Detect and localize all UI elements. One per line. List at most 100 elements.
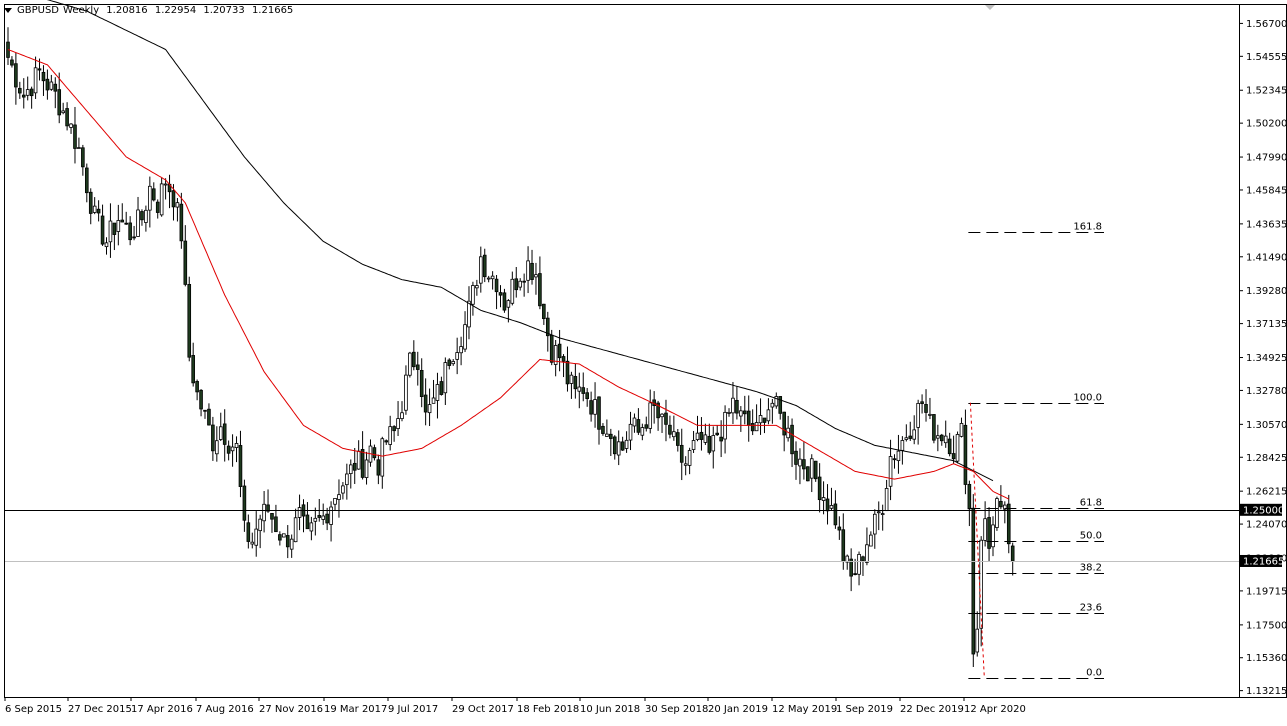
candle-body [108,220,113,243]
candle-body [774,396,779,407]
candle-body [648,402,653,429]
candle-body [151,188,156,201]
y-tick-label: 1.41490 [1246,252,1287,263]
candle-body [880,513,885,515]
x-tick-label: 27 Dec 2015 [68,704,132,715]
candle-body [892,458,897,461]
price-tag-label: 1.21665 [1243,556,1284,567]
candle-body [939,434,944,442]
autoscroll-marker-icon[interactable] [985,5,995,10]
candle-body [278,534,282,541]
horizontal-lines-layer [5,510,1239,562]
candle-body [175,202,180,208]
candle-body [861,556,865,562]
candle-body [565,360,570,385]
candle-body [936,435,940,439]
low-value: 1.20733 [203,5,245,16]
candle-body [707,435,712,453]
candle-body [628,423,633,441]
candle-body [195,381,199,393]
candle-body [37,68,42,71]
candle-body [254,528,259,546]
x-tick-label: 17 Apr 2016 [131,704,193,715]
candle-body [92,205,97,213]
price-tag-label: 1.25000 [1243,505,1284,516]
candle-body [798,458,802,467]
candle-body [281,533,286,538]
candle-body [285,535,290,548]
price-axis: 1.56700 1.54555 1.52345 1.50200 1.47990 1.458… [1239,19,1287,697]
candle-body [636,419,641,433]
fib-trend-line [969,402,985,679]
candle-body [136,209,140,237]
candle-body [1003,504,1007,510]
y-tick-label: 1.43635 [1246,219,1287,230]
y-tick-label: 1.54555 [1246,52,1287,63]
candle-body [908,435,913,439]
candle-body [467,300,471,328]
candle-body [412,351,416,368]
candle-body [833,503,838,526]
candle-body [128,222,132,241]
candle-body [585,392,589,400]
timeframe-label: Weekly [63,5,100,16]
x-tick-label: 1 Sep 2019 [836,704,893,715]
candle-body [81,147,85,168]
candle-body [305,514,310,530]
x-tick-label: 20 Jan 2019 [708,704,768,715]
candle-body [258,518,262,532]
candle-body [691,440,696,450]
x-tick-label: 29 Oct 2017 [452,704,514,715]
candle-body [1006,503,1011,545]
candle-body [69,123,73,128]
candle-body [991,524,995,548]
y-tick-label: 1.28425 [1246,453,1287,464]
candle-body [660,413,664,418]
candle-body [85,167,89,194]
candle-body [995,498,999,528]
candle-body [750,423,755,432]
chart-menu-triangle-icon[interactable] [4,7,12,13]
candle-body [482,254,487,278]
candle-body [463,324,467,350]
candle-body [888,456,893,487]
candle-body [1010,545,1015,562]
candle-body [951,453,956,460]
candle-body [884,488,889,512]
candle-body [250,541,255,545]
candle-body [372,447,377,459]
candle-body [522,280,526,283]
candle-body [431,397,436,404]
candle-body [274,516,278,533]
candle-body [542,303,546,320]
candle-body [727,411,731,414]
candle-body [451,361,456,365]
candle-body [262,503,266,522]
candle-body [983,518,987,541]
fibonacci-layer[interactable]: 161.8 100.0 61.8 50.0 38.2 23.6 0.0 [968,222,1104,679]
candle-body [341,485,345,494]
y-tick-label: 1.47990 [1246,153,1287,164]
candle-body [530,262,534,280]
candle-body [218,426,223,440]
candle-body [687,450,692,466]
candle-body [597,396,601,430]
moving-average-short [7,49,1010,500]
symbol-label: GBPUSD [17,5,60,16]
candle-body [333,497,337,505]
price-tag-box [1240,554,1282,567]
candle-body [183,240,188,285]
candle-body [478,256,483,284]
candle-body [932,414,936,441]
candle-body [455,352,459,360]
candle-body [191,355,195,384]
x-tick-label: 12 May 2019 [772,704,837,715]
candle-body [88,191,93,214]
candle-body [53,83,58,92]
candle-body [676,432,680,446]
candle-body [199,389,203,410]
candle-body [329,506,333,525]
candle-body [746,410,751,426]
